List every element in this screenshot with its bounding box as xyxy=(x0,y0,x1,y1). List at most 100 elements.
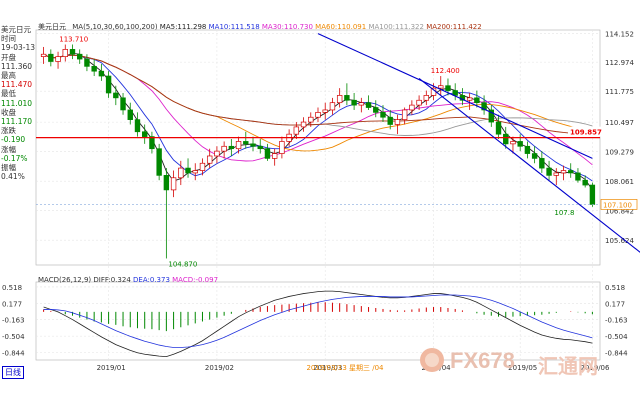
time-axis-tick-label: 2019/05 xyxy=(508,364,537,372)
header-ma10: MA10:111.518 xyxy=(208,23,260,31)
candle-body xyxy=(466,97,473,101)
annotation-high2: 112.400 xyxy=(431,67,460,75)
cursor-date-label: 2019/03/13 星期三 /04 xyxy=(306,364,384,372)
info-time-label: 时间 xyxy=(1,34,16,44)
info-change-label: 涨跌 xyxy=(1,126,16,136)
candle-body xyxy=(416,99,422,106)
macd-axis-tick-label: -0.163 xyxy=(605,317,628,325)
period-daily-button[interactable]: 日线 xyxy=(2,366,24,379)
candle-body xyxy=(149,136,155,150)
candle-body xyxy=(77,53,83,60)
candle-body xyxy=(156,148,162,176)
info-instrument: 美元日元 xyxy=(1,25,31,34)
time-axis-tick-label: 2019/01 xyxy=(97,364,126,372)
candle-body xyxy=(358,102,365,106)
candle-body xyxy=(409,104,415,111)
candle-body xyxy=(271,153,278,159)
info-open: 111.360 xyxy=(1,61,33,71)
candle-body xyxy=(531,153,538,159)
macd-axis-tick-label-left: 0.518 xyxy=(2,284,22,292)
macd-value: MACD:-0.097 xyxy=(172,276,219,284)
price-axis-tick-label: 111.775 xyxy=(605,88,634,96)
candle-body xyxy=(192,170,198,174)
info-open-label: 开盘 xyxy=(1,52,16,62)
price-panel-frame xyxy=(35,29,601,266)
resistance-label-bg xyxy=(568,126,602,137)
info-high: 111.470 xyxy=(1,80,33,90)
candle-body xyxy=(221,145,227,152)
moving-average-line-ma60 xyxy=(43,53,593,152)
price-axis-tick-label: 105.624 xyxy=(605,237,634,245)
candle-body xyxy=(105,75,112,94)
candle-body xyxy=(243,141,249,145)
info-pct: -0.17% xyxy=(1,153,28,163)
candle-body xyxy=(98,70,105,77)
candle-body xyxy=(568,170,574,174)
macd-axis-tick-label-left: -0.163 xyxy=(2,317,25,325)
candle-body xyxy=(308,116,314,123)
header-ma60: MA60:110.091 xyxy=(315,23,367,31)
candle-body xyxy=(401,109,408,120)
candle-body xyxy=(55,56,61,62)
moving-average-line-ma200 xyxy=(43,53,593,136)
last-price-label: 107.100 xyxy=(603,201,632,209)
channel-upper-line xyxy=(317,33,593,159)
macd-axis-tick-label-left: 0.177 xyxy=(2,300,22,308)
channel-lower-line xyxy=(418,78,640,253)
candle-body xyxy=(235,141,242,150)
macd-axis-tick-label-left: -0.844 xyxy=(2,349,25,357)
header-instrument: 美元日元 xyxy=(38,23,66,31)
fx678-watermark: FX678 汇通网 xyxy=(420,348,610,378)
candle-body xyxy=(445,85,451,91)
candle-body xyxy=(373,107,379,113)
candle-body xyxy=(84,58,90,67)
candle-body xyxy=(206,155,213,164)
moving-average-line-ma10 xyxy=(43,53,593,182)
last-price-box xyxy=(600,199,638,210)
candle-body xyxy=(488,109,494,123)
info-high-label: 最高 xyxy=(1,71,16,81)
info-amp-label: 振幅 xyxy=(1,163,16,173)
candle-body xyxy=(394,119,401,125)
candle-body xyxy=(423,95,430,101)
header-ma100: MA100:111.322 xyxy=(368,23,424,31)
macd-axis-tick-label-left: -0.504 xyxy=(2,333,25,341)
annotation-last-low: 107.8 xyxy=(554,209,574,217)
macd-axis-tick-label: 0.518 xyxy=(605,284,625,292)
candle-body xyxy=(503,133,509,145)
candle-body xyxy=(495,121,502,135)
price-axis-tick-label: 112.974 xyxy=(605,59,634,67)
candle-body xyxy=(257,145,263,150)
candle-body xyxy=(48,53,54,62)
info-pct-label: 涨幅 xyxy=(1,144,16,154)
candle-body xyxy=(134,119,141,133)
candle-body xyxy=(517,141,523,147)
ohlc-info-panel: 美元日元 时间 19-03-13 开盘 111.360 最高 111.470 最… xyxy=(1,25,35,181)
time-axis-tick-label: 2019/03 xyxy=(313,364,342,372)
candle-body xyxy=(589,184,596,205)
macd-axis-tick-label: -0.844 xyxy=(605,349,628,357)
candle-body xyxy=(214,150,220,157)
candle-body xyxy=(170,177,177,191)
candle-body xyxy=(264,148,271,159)
candle-body xyxy=(228,145,235,150)
candle-body xyxy=(120,97,126,111)
candle-body xyxy=(127,109,133,120)
price-axis-tick-label: 110.497 xyxy=(605,119,634,127)
candle-body xyxy=(322,109,328,113)
info-change: -0.190 xyxy=(1,135,26,145)
info-close-label: 收盘 xyxy=(1,107,16,117)
watermark-text-fx678: FX678 xyxy=(450,348,515,373)
macd-header: MACD(26,12,9) DIFF:0.324 DEA:0.373 MACD:… xyxy=(38,276,218,284)
price-axis-tick-label: 109.279 xyxy=(605,149,634,157)
candle-body xyxy=(351,99,357,106)
info-low: 111.010 xyxy=(1,98,33,108)
candle-body xyxy=(553,172,559,176)
macd-axis-tick-label: 0.177 xyxy=(605,300,625,308)
watermark-logo-icon xyxy=(420,348,444,372)
info-close: 111.170 xyxy=(1,117,33,127)
price-axis-tick-label: 114.152 xyxy=(605,31,634,39)
resistance-label: 109.857 xyxy=(570,129,602,137)
